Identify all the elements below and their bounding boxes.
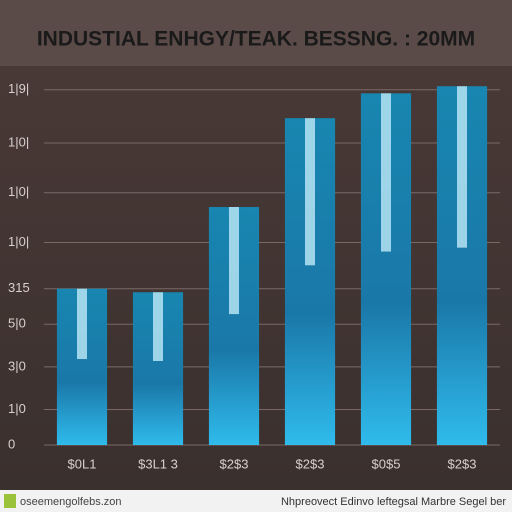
bar-highlight	[77, 288, 87, 360]
y-tick-label: 1|0	[8, 401, 26, 416]
y-tick-label: 3|0	[8, 358, 26, 373]
bar-highlight	[153, 292, 163, 361]
y-tick-label: 1|0|	[8, 184, 29, 199]
chart-title: INDUSTIAL ENHGY/TEAK. BESSNG. : 20MM	[37, 28, 475, 51]
footer-icon	[4, 494, 16, 508]
y-tick-label: 1|0|	[8, 234, 29, 249]
footer-right: Nhpreovect Edinvo leftegsal Marbre Segel…	[281, 496, 506, 508]
x-tick-label: $2$3	[448, 456, 477, 471]
x-tick-label: $2$3	[220, 456, 249, 471]
bar-highlight	[381, 93, 391, 252]
x-tick-label: $0$5	[372, 456, 401, 471]
x-tick-label: $2$3	[296, 456, 325, 471]
y-tick-label: 1|9|	[8, 81, 29, 96]
bar-highlight	[229, 206, 239, 315]
title-band	[0, 0, 512, 66]
y-tick-label: 5|0	[8, 316, 26, 331]
y-tick-label: 0	[8, 436, 15, 451]
footer-band	[0, 490, 512, 512]
footer-left: oseemengolfebs.zon	[20, 496, 122, 508]
x-tick-label: $3L1 3	[138, 456, 178, 471]
x-tick-label: $0L1	[68, 456, 97, 471]
y-tick-label: 1|0|	[8, 134, 29, 149]
bar-highlight	[305, 118, 315, 266]
y-tick-label: 315	[8, 280, 30, 295]
bar-highlight	[457, 86, 467, 248]
